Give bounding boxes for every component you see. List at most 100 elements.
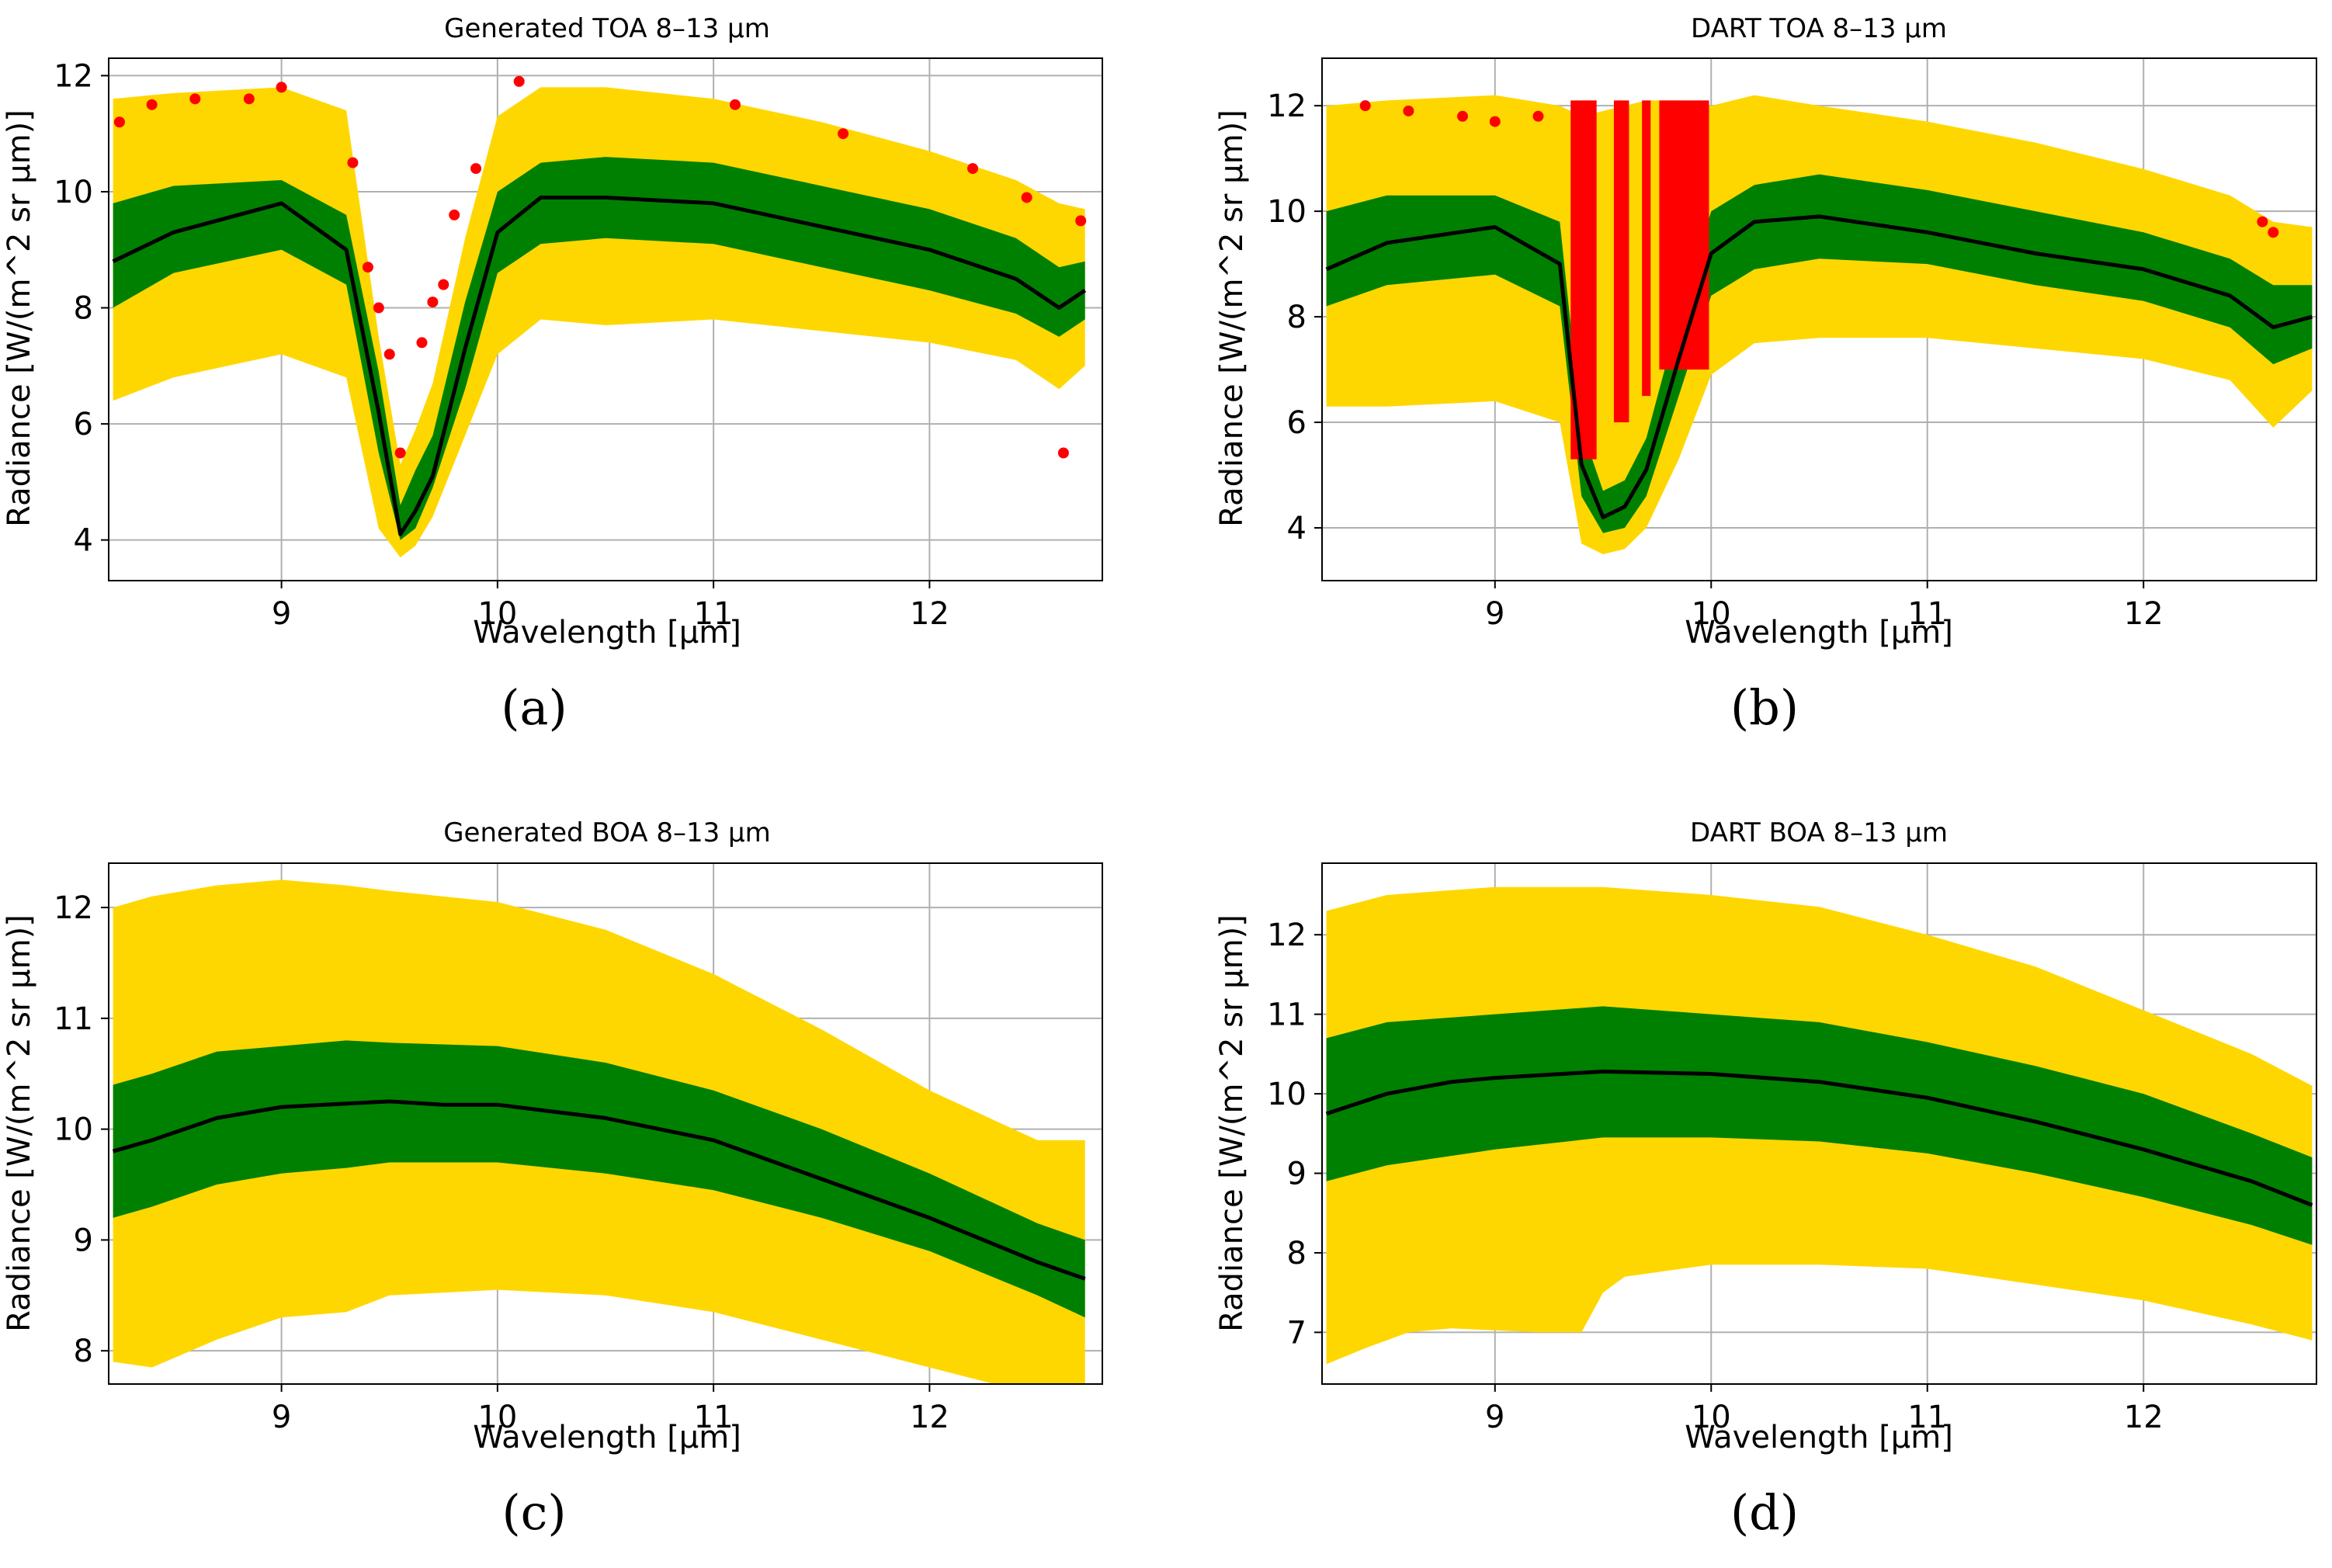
outlier-point xyxy=(276,82,287,93)
chart-title: Generated BOA 8–13 μm xyxy=(443,817,771,848)
x-tick-label: 11 xyxy=(694,596,734,632)
outlier-point xyxy=(394,447,406,459)
y-tick-label: 10 xyxy=(54,1112,93,1148)
outlier-point xyxy=(383,349,395,360)
outlier-point xyxy=(373,302,384,314)
mean-line xyxy=(112,1099,1086,1281)
x-tick-label: 12 xyxy=(2124,596,2164,632)
outlier-point xyxy=(470,163,482,175)
outlier-point xyxy=(113,116,125,128)
outlier-point xyxy=(2257,216,2268,227)
chart-panel-4: 9 10 11 12 7 8 9 10 11 12 DART BOA 8–13 μm Waveleng… xyxy=(1214,817,2317,1541)
y-tick-label: 6 xyxy=(74,407,93,442)
outlier-band xyxy=(1642,100,1651,397)
y-tick-label: 8 xyxy=(1287,1236,1307,1271)
plot-area xyxy=(1325,886,2313,1365)
y-tick-label: 12 xyxy=(1267,88,1307,124)
panel-letter: (c) xyxy=(501,1484,566,1541)
y-tick-label: 11 xyxy=(54,1001,93,1037)
plot-area xyxy=(112,879,1086,1384)
x-tick-label: 12 xyxy=(910,596,949,632)
x-tick-label: 11 xyxy=(1907,596,1947,632)
y-tick-label: 12 xyxy=(54,890,93,926)
x-axis-label: Wavelength [μm] xyxy=(1685,615,1953,650)
outlier-point xyxy=(1532,110,1544,122)
outlier-band xyxy=(1613,100,1629,423)
mean-line xyxy=(1325,214,2313,519)
y-axis-label: Radiance [W/(m^2 sr μm)] xyxy=(1214,109,1250,527)
outlier-point xyxy=(449,209,460,220)
y-tick-label: 6 xyxy=(1287,405,1307,441)
x-tick-label: 9 xyxy=(272,1400,291,1435)
outlier-point xyxy=(416,337,428,349)
outlier-point xyxy=(438,279,449,290)
chart-panel-1: 9 10 11 12 4 6 8 10 12 Generated TOA 8–13 μm Wavel… xyxy=(2,13,1103,736)
chart-title: DART TOA 8–13 μm xyxy=(1691,13,1947,44)
y-tick-label: 12 xyxy=(54,58,93,94)
y-tick-label: 8 xyxy=(74,1334,93,1369)
y-tick-label: 7 xyxy=(1287,1315,1307,1351)
outlier-point xyxy=(838,128,849,140)
outlier-point xyxy=(427,297,439,308)
y-tick-label: 10 xyxy=(54,175,93,210)
y-axis-label: Radiance [W/(m^2 sr μm)] xyxy=(2,914,37,1332)
panel-letter: (a) xyxy=(501,679,567,736)
y-tick-label: 9 xyxy=(1287,1157,1307,1192)
x-tick-label: 12 xyxy=(2124,1400,2164,1435)
chart-panel-3: 9 10 11 12 8 9 10 11 12 Generated BOA 8–13 μm Wave… xyxy=(2,817,1103,1541)
std-band xyxy=(113,1040,1085,1318)
x-tick-label: 9 xyxy=(272,596,291,632)
plot-area xyxy=(1325,95,2313,555)
outlier-point xyxy=(1021,192,1032,203)
outlier-point xyxy=(967,163,979,175)
y-tick-label: 4 xyxy=(74,523,93,559)
x-axis-label: Wavelength [μm] xyxy=(473,1420,741,1455)
plot-area xyxy=(112,75,1087,558)
x-tick-label: 10 xyxy=(1692,596,1731,632)
y-tick-label: 10 xyxy=(1267,1077,1307,1112)
x-tick-label: 10 xyxy=(477,1400,517,1435)
outlier-point xyxy=(2268,227,2279,238)
x-tick-label: 10 xyxy=(1692,1400,1731,1435)
std-band xyxy=(1326,174,2313,533)
x-tick-label: 11 xyxy=(694,1400,734,1435)
axes-frame xyxy=(108,862,1103,1385)
outlier-point xyxy=(1403,105,1414,116)
y-axis-label: Radiance [W/(m^2 sr μm)] xyxy=(2,109,37,527)
outlier-point xyxy=(729,99,741,110)
x-tick-label: 9 xyxy=(1485,1400,1504,1435)
x-axis-label: Wavelength [μm] xyxy=(473,615,741,650)
mean-line xyxy=(112,196,1087,536)
y-tick-label: 11 xyxy=(1267,997,1307,1033)
y-tick-label: 8 xyxy=(74,291,93,327)
axes-frame xyxy=(1321,57,2317,581)
chart-panel-2: 9 10 11 12 4 6 8 10 12 DART TOA 8–13 μm Wavelength… xyxy=(1214,13,2317,736)
chart-title: DART BOA 8–13 μm xyxy=(1690,817,1948,848)
outlier-band xyxy=(1659,100,1709,370)
outlier-point xyxy=(347,157,359,168)
y-tick-label: 4 xyxy=(1287,511,1307,546)
x-tick-label: 10 xyxy=(477,596,517,632)
outlier-point xyxy=(1057,447,1069,459)
outlier-point xyxy=(243,93,255,105)
x-axis-label: Wavelength [μm] xyxy=(1685,1420,1953,1455)
outlier-point xyxy=(1075,215,1087,227)
outlier-point xyxy=(1457,110,1469,122)
outlier-point xyxy=(189,93,201,105)
axes-frame xyxy=(1321,862,2317,1385)
outlier-point xyxy=(1359,100,1371,112)
outlier-point xyxy=(513,75,525,87)
y-tick-label: 10 xyxy=(1267,194,1307,230)
y-axis-label: Radiance [W/(m^2 sr μm)] xyxy=(1214,914,1250,1332)
y-tick-label: 8 xyxy=(1287,300,1307,335)
panel-letter: (d) xyxy=(1730,1484,1799,1541)
outlier-point xyxy=(146,99,158,110)
std-band xyxy=(1326,1006,2313,1245)
x-tick-label: 9 xyxy=(1485,596,1504,632)
panel-letter: (b) xyxy=(1730,679,1799,736)
x-tick-label: 12 xyxy=(910,1400,949,1435)
std-band xyxy=(113,157,1085,540)
outlier-point xyxy=(362,262,373,273)
min-max-band xyxy=(1326,95,2313,555)
